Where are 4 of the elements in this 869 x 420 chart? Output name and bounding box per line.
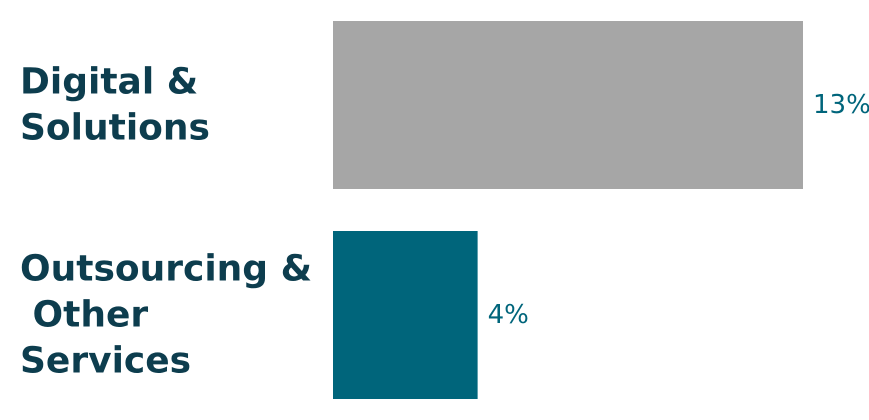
y-tick-label: Digital & Solutions [20,62,211,148]
y-tick-label: Outsourcing & Other Services [20,248,312,382]
data-label: 4% [488,300,529,330]
data-label: 13% [813,90,869,120]
